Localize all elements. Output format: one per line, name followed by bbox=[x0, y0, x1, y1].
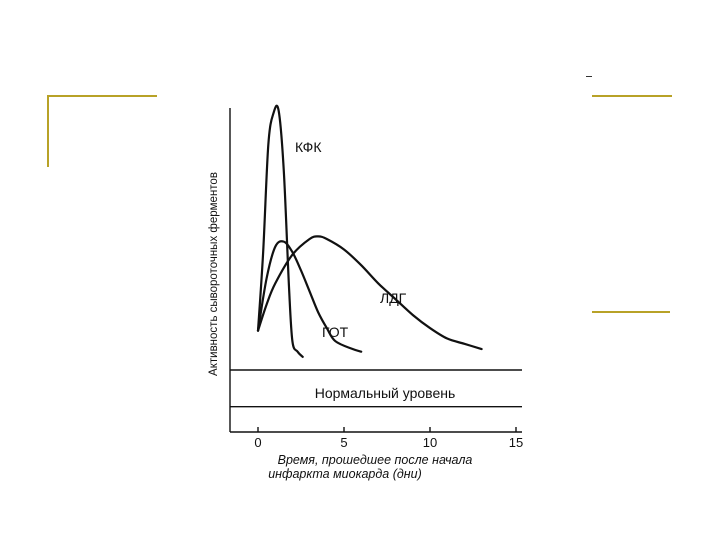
series-label-got: ГОТ bbox=[322, 324, 349, 340]
small-tick-mark bbox=[586, 76, 592, 77]
y-axis-label: Активность сывороточных ферментов bbox=[208, 172, 220, 376]
x-tick-label: 15 bbox=[509, 435, 523, 450]
series-label-kfk: КФК bbox=[295, 139, 322, 155]
series-curve-1 bbox=[256, 240, 363, 353]
series-label-ldg: ЛДГ bbox=[380, 290, 407, 306]
x-axis-label-line-2: инфаркта миокарда (дни) bbox=[268, 467, 422, 481]
x-tick-label: 10 bbox=[423, 435, 437, 450]
x-tick-group: 0 5 10 15 bbox=[254, 427, 523, 450]
series-curve-2 bbox=[256, 235, 483, 351]
accent-rule-left-vertical bbox=[47, 95, 49, 167]
accent-rule-top-right bbox=[592, 95, 672, 97]
x-tick-label: 5 bbox=[340, 435, 347, 450]
x-tick-label: 0 bbox=[254, 435, 261, 450]
x-axis-label-line-1: Время, прошедшее после начала bbox=[278, 453, 473, 467]
accent-rule-mid-right bbox=[592, 311, 670, 313]
accent-rule-top-left bbox=[47, 95, 157, 97]
series-curve-0 bbox=[256, 104, 304, 358]
normal-band-label: Нормальный уровень bbox=[315, 385, 456, 401]
series-curves bbox=[256, 104, 483, 358]
